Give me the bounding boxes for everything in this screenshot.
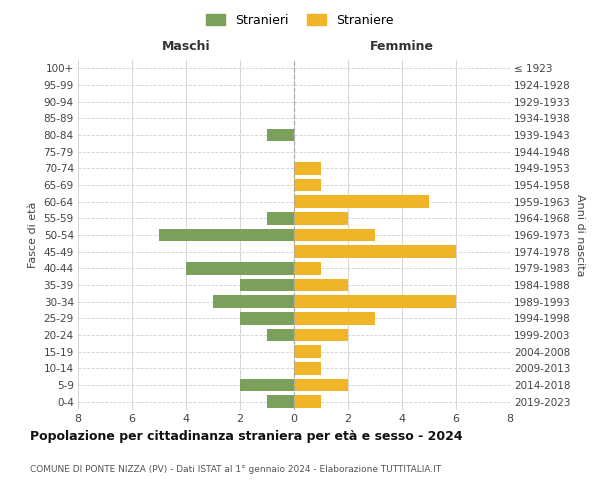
- Bar: [267, 329, 294, 341]
- Bar: [267, 129, 294, 141]
- Bar: [186, 262, 294, 274]
- Bar: [213, 296, 294, 308]
- Bar: [294, 279, 348, 291]
- Text: Popolazione per cittadinanza straniera per età e sesso - 2024: Popolazione per cittadinanza straniera p…: [30, 430, 463, 443]
- Bar: [240, 279, 294, 291]
- Text: Maschi: Maschi: [161, 40, 211, 53]
- Bar: [294, 262, 321, 274]
- Bar: [294, 379, 348, 391]
- Bar: [294, 329, 348, 341]
- Bar: [294, 212, 348, 224]
- Bar: [294, 296, 456, 308]
- Text: COMUNE DI PONTE NIZZA (PV) - Dati ISTAT al 1° gennaio 2024 - Elaborazione TUTTIT: COMUNE DI PONTE NIZZA (PV) - Dati ISTAT …: [30, 465, 441, 474]
- Bar: [267, 212, 294, 224]
- Bar: [294, 162, 321, 174]
- Y-axis label: Fasce di età: Fasce di età: [28, 202, 38, 268]
- Y-axis label: Anni di nascita: Anni di nascita: [575, 194, 585, 276]
- Legend: Stranieri, Straniere: Stranieri, Straniere: [202, 8, 398, 32]
- Bar: [294, 396, 321, 408]
- Bar: [240, 379, 294, 391]
- Bar: [294, 312, 375, 324]
- Bar: [294, 362, 321, 374]
- Bar: [267, 396, 294, 408]
- Bar: [294, 196, 429, 208]
- Bar: [240, 312, 294, 324]
- Bar: [294, 179, 321, 192]
- Bar: [294, 229, 375, 241]
- Bar: [294, 246, 456, 258]
- Bar: [159, 229, 294, 241]
- Bar: [294, 346, 321, 358]
- Text: Femmine: Femmine: [370, 40, 434, 53]
